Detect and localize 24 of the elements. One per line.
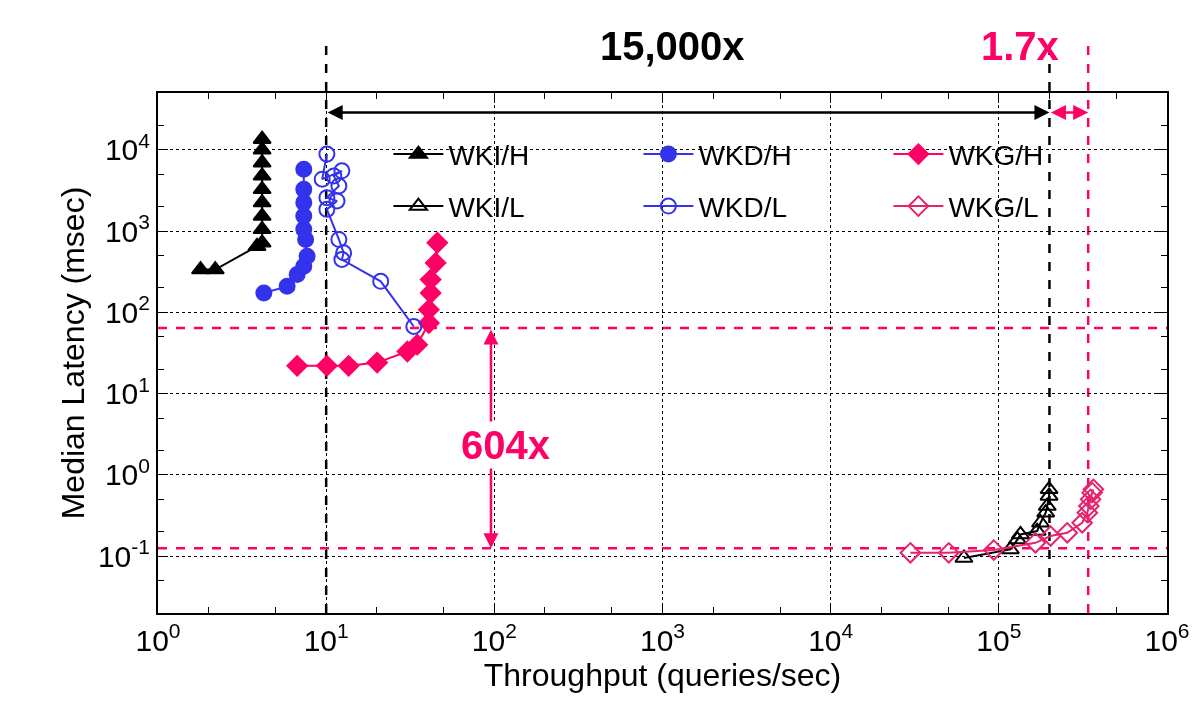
x-axis-title: Throughput (queries/sec) — [483, 657, 842, 693]
x-tick-label: 10$^{3}$ — [639, 619, 686, 657]
y-tick-label: 10$^{3}$ — [104, 209, 150, 248]
legend-label: WKI/H — [448, 140, 530, 172]
legend-label: WKI/L — [448, 192, 525, 224]
annotation: 604x — [461, 423, 550, 467]
legend-label: WKG/L — [948, 192, 1039, 224]
text: 1.7x — [981, 24, 1059, 68]
x-tick-label: 10$^{5}$ — [976, 619, 1022, 657]
y-axis-title: Median Latency (msec) — [54, 186, 91, 520]
y-tick-label: 10$^{1}$ — [104, 372, 150, 411]
x-tick-label: 10$^{2}$ — [471, 619, 517, 657]
legend-label: WKD/L — [698, 192, 788, 224]
x-tick-label: 10$^{0}$ — [135, 619, 181, 657]
x-tick-label: 10$^{4}$ — [808, 619, 854, 657]
y-tick-label: 10$^{4}$ — [104, 128, 151, 167]
y-tick-label: 10$^{0}$ — [104, 453, 150, 492]
text: 15,000x — [600, 24, 745, 68]
y-tick-label: 10$^{-1}$ — [97, 535, 150, 573]
y-tick-label: 10$^{2}$ — [104, 291, 150, 329]
x-tick-label: 10$^{6}$ — [1144, 619, 1190, 657]
legend-label: WKG/H — [948, 140, 1044, 172]
x-tick-label: 10$^{1}$ — [303, 619, 349, 657]
legend-label: WKD/H — [698, 140, 792, 172]
